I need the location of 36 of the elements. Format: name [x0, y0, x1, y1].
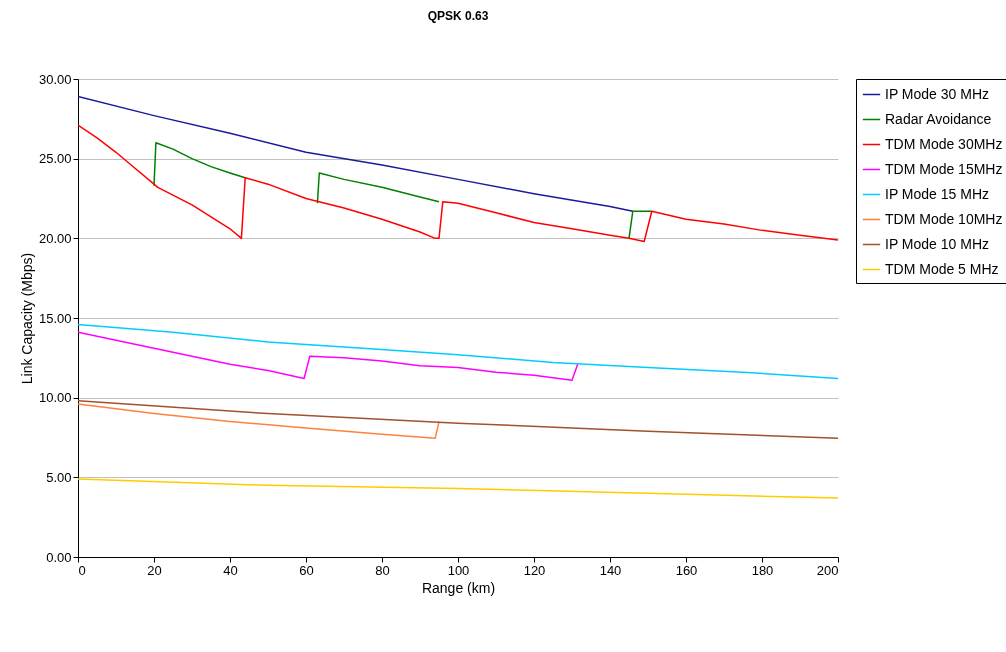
x-tick-label: 40 — [223, 562, 238, 578]
legend-label: TDM Mode 10MHz — [885, 210, 1003, 227]
y-axis-title: Link Capacity (Mbps) — [18, 252, 35, 385]
y-tick-label: 20.00 — [38, 230, 72, 246]
y-tick-label: 15.00 — [38, 310, 72, 326]
legend-label: TDM Mode 15MHz — [885, 160, 1003, 177]
legend-label: IP Mode 10 MHz — [885, 235, 990, 252]
x-tick-label: 100 — [447, 562, 470, 578]
line-series — [78, 403, 440, 440]
y-tick-label: 0.00 — [46, 549, 72, 565]
x-tick-label: 180 — [751, 562, 774, 578]
x-tick-label: 0 — [78, 562, 86, 578]
y-tick-label: 5.00 — [46, 469, 72, 485]
chart-title: QPSK 0.63 — [427, 9, 489, 23]
line-series — [78, 95, 634, 212]
line-series — [78, 478, 838, 499]
x-tick-label: 120 — [523, 562, 546, 578]
x-tick-label: 20 — [147, 562, 162, 578]
x-tick-label: 80 — [375, 562, 390, 578]
legend-label: TDM Mode 5 MHz — [885, 260, 999, 277]
line-series — [78, 124, 838, 243]
legend-label: Radar Avoidance — [885, 110, 992, 127]
x-tick-label: 140 — [599, 562, 622, 578]
legend-label: IP Mode 30 MHz — [885, 85, 990, 102]
x-tick-label: 200 — [816, 562, 839, 578]
line-series — [78, 323, 838, 380]
legend-label: TDM Mode 30MHz — [885, 135, 1003, 152]
line-series — [78, 331, 579, 381]
x-axis-title: Range (km) — [421, 579, 496, 596]
legend-label: IP Mode 15 MHz — [885, 185, 990, 202]
line-series — [78, 400, 838, 440]
y-tick-label: 25.00 — [38, 151, 72, 167]
y-tick-label: 10.00 — [38, 390, 72, 406]
x-tick-label: 160 — [675, 562, 698, 578]
x-tick-label: 60 — [299, 562, 314, 578]
y-tick-label: 30.00 — [38, 71, 72, 87]
